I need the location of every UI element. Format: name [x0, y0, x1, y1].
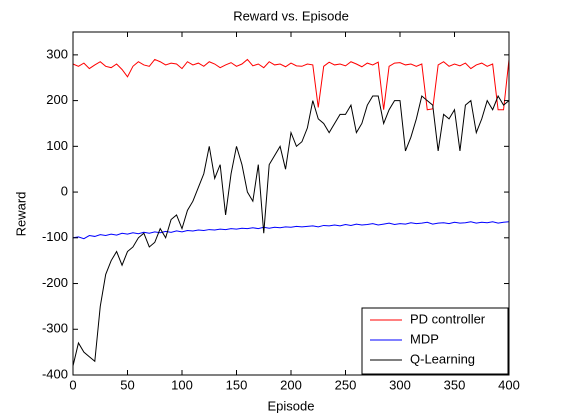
y-tick-label: -400	[42, 366, 68, 381]
x-tick-label: 50	[120, 377, 134, 392]
x-tick-label: 0	[69, 377, 76, 392]
x-tick-label: 350	[444, 377, 466, 392]
series-line	[72, 221, 510, 240]
series-line	[72, 58, 510, 111]
y-tick-label: 200	[46, 92, 68, 107]
y-tick-label: -100	[42, 229, 68, 244]
y-tick-label: -300	[42, 321, 68, 336]
chart-title: Reward vs. Episode	[233, 8, 349, 23]
x-tick-label: 250	[335, 377, 357, 392]
plot-frame	[72, 31, 510, 376]
legend-label: PD controller	[410, 311, 486, 326]
y-tick-label: -200	[42, 275, 68, 290]
x-axis-label: Episode	[268, 398, 315, 413]
legend-label: MDP	[410, 331, 439, 346]
y-tick-label: 100	[46, 138, 68, 153]
series-line	[72, 94, 510, 366]
x-tick-label: 100	[171, 377, 193, 392]
x-tick-label: 400	[498, 377, 520, 392]
y-tick-label: 0	[61, 184, 68, 199]
x-tick-label: 150	[226, 377, 248, 392]
y-axis-label: Reward	[13, 192, 28, 237]
legend-box	[361, 307, 509, 375]
y-tick-label: 300	[46, 46, 68, 61]
x-tick-label: 300	[389, 377, 411, 392]
legend-label: Q-Learning	[410, 351, 475, 366]
x-tick-label: 200	[280, 377, 302, 392]
